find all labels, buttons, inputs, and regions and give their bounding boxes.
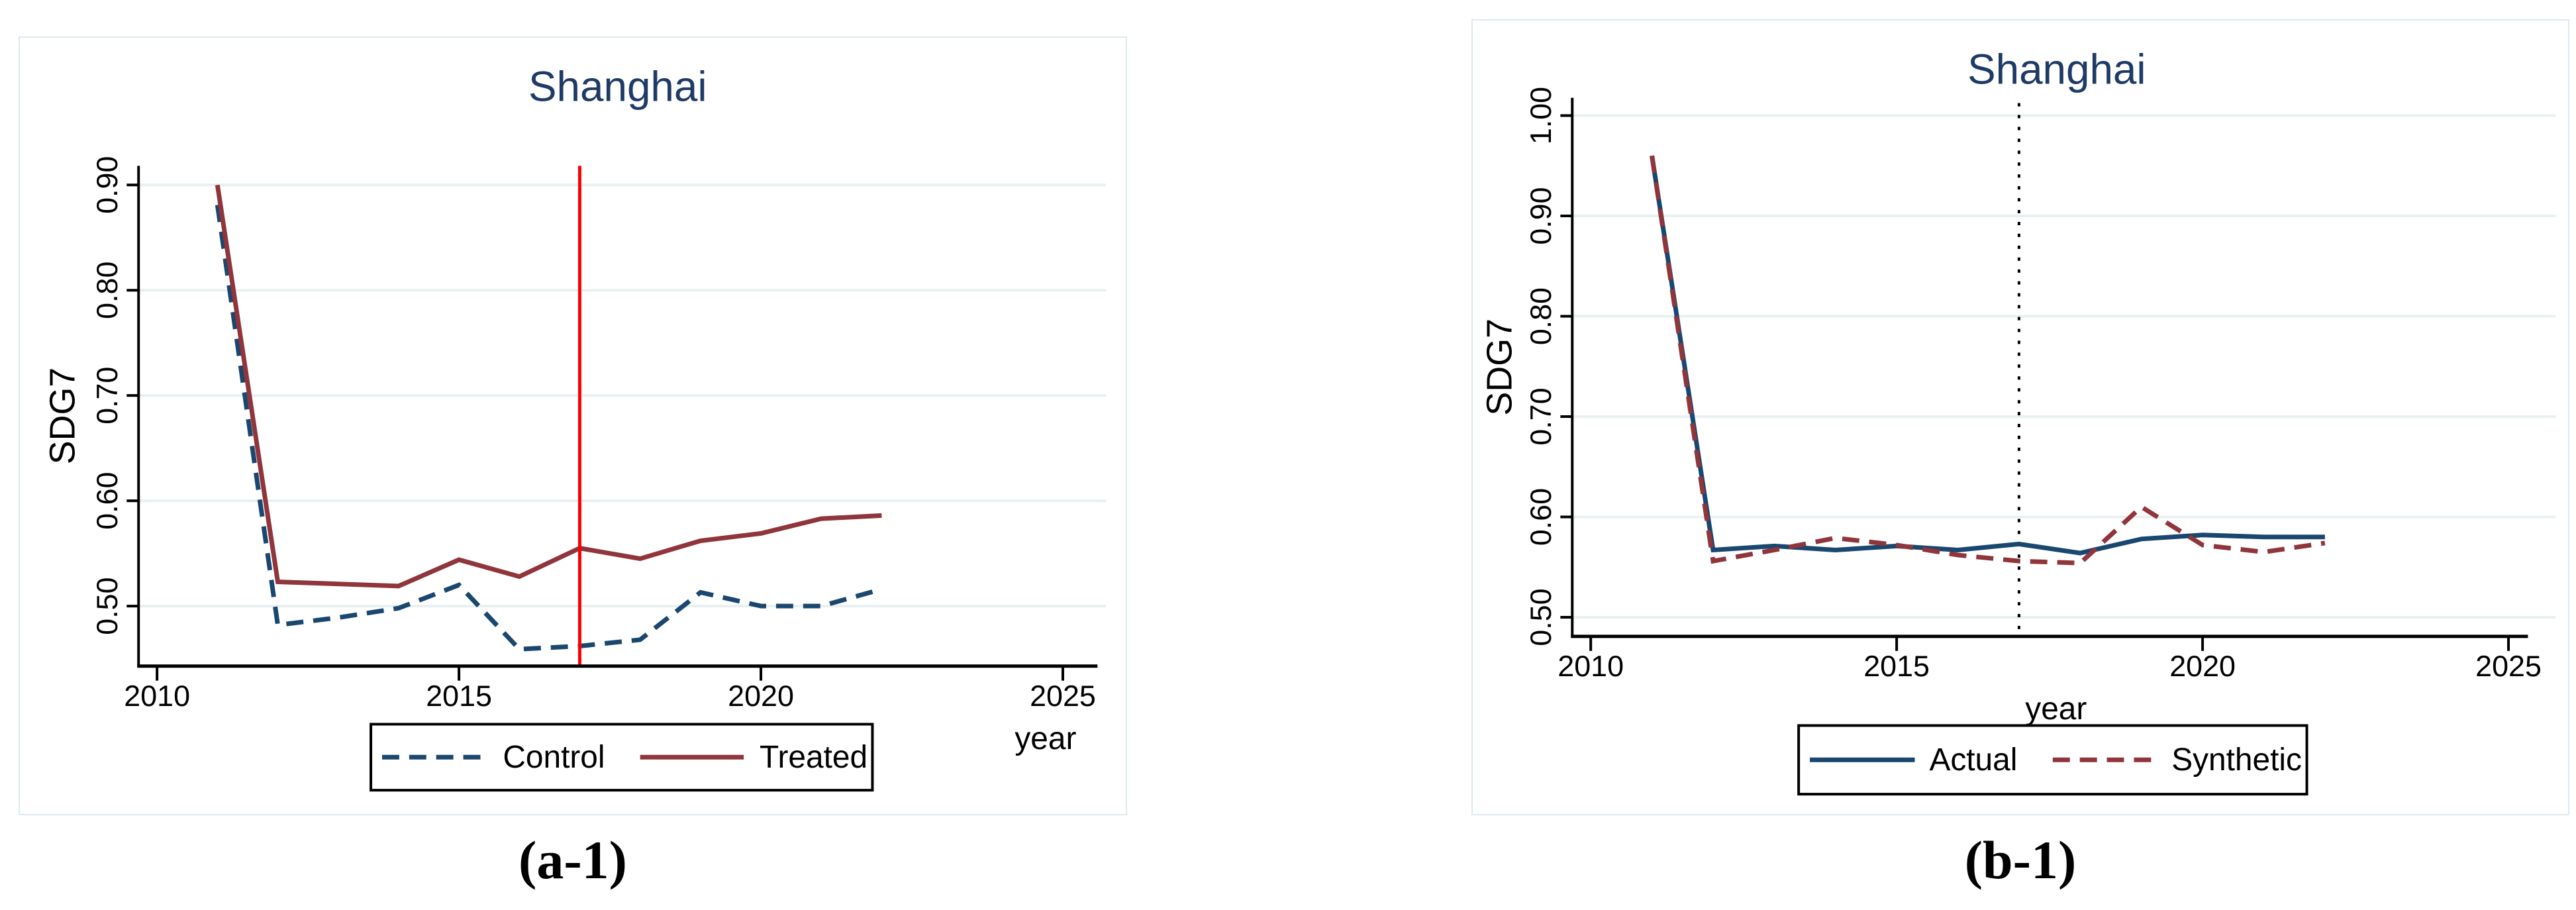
x-tick-label: 2020 [2169,649,2236,683]
x-tick-label: 2010 [124,679,190,713]
y-tick-label: 0.50 [1524,588,1558,646]
y-tick-label: 0.60 [1524,488,1558,546]
caption-a1: (a-1) [519,830,627,890]
y-tick-label: 0.80 [1524,287,1558,345]
x-tick-label: 2015 [1863,649,1930,683]
legend-box [370,723,874,792]
line-chart-b1: 0.50 0.60 0.70 0.80 0.90 1.00 2010 2015 2020 2025… [1480,46,2556,796]
x-tick-label: 2010 [1558,649,1624,683]
y-tick-label: 0.90 [90,156,124,214]
gridlines [138,183,1107,608]
x-tick-label: 2020 [728,679,794,713]
y-axis-title: SDG7 [1480,319,1520,416]
y-axis-title: SDG7 [43,368,83,465]
y-tick-label: 0.60 [90,472,124,529]
legend-label-treated: Treated [760,740,867,775]
axes: 0.50 0.60 0.70 0.80 0.90 2010 2015 2020 2025 [90,156,1098,713]
axes: 0.50 0.60 0.70 0.80 0.90 1.00 2010 2015 2020 2025 [1524,87,2542,683]
y-tick-label: 0.70 [1524,387,1558,445]
x-tick-label: 2015 [426,679,492,713]
y-tick-label: 1.00 [1524,87,1558,144]
legend-label-control: Control [503,740,605,775]
series-control [215,204,883,652]
gridlines [1572,114,2556,619]
legend: Control Treated [370,723,874,792]
x-axis-title: year [1015,721,1076,756]
line-chart-a1: 0.50 0.60 0.70 0.80 0.90 2010 2015 2020 2025 SDG7… [43,63,1107,792]
x-tick-label: 2025 [2475,649,2542,683]
legend: Actual Synthetic [1797,724,2308,796]
series-treated [215,184,882,589]
series-actual [1650,155,2325,556]
chart-panel-a1: 0.50 0.60 0.70 0.80 0.90 2010 2015 2020 2025 SDG7… [19,36,1127,815]
legend-label-actual: Actual [1929,742,2017,778]
chart-title: Shanghai [1967,46,2146,93]
caption-b1: (b-1) [1964,830,2077,890]
legend-label-synthetic: Synthetic [2171,742,2302,778]
y-tick-label: 0.90 [1524,187,1558,244]
x-tick-label: 2025 [1030,679,1096,713]
y-tick-label: 0.50 [90,577,124,634]
chart-panel-b1: 0.50 0.60 0.70 0.80 0.90 1.00 2010 2015 2020 2025… [1471,19,2569,815]
y-tick-label: 0.70 [90,367,124,425]
chart-title: Shanghai [528,63,707,111]
series-synthetic [1650,155,2326,566]
y-tick-label: 0.80 [90,262,124,319]
x-axis-title: year [2025,691,2087,727]
